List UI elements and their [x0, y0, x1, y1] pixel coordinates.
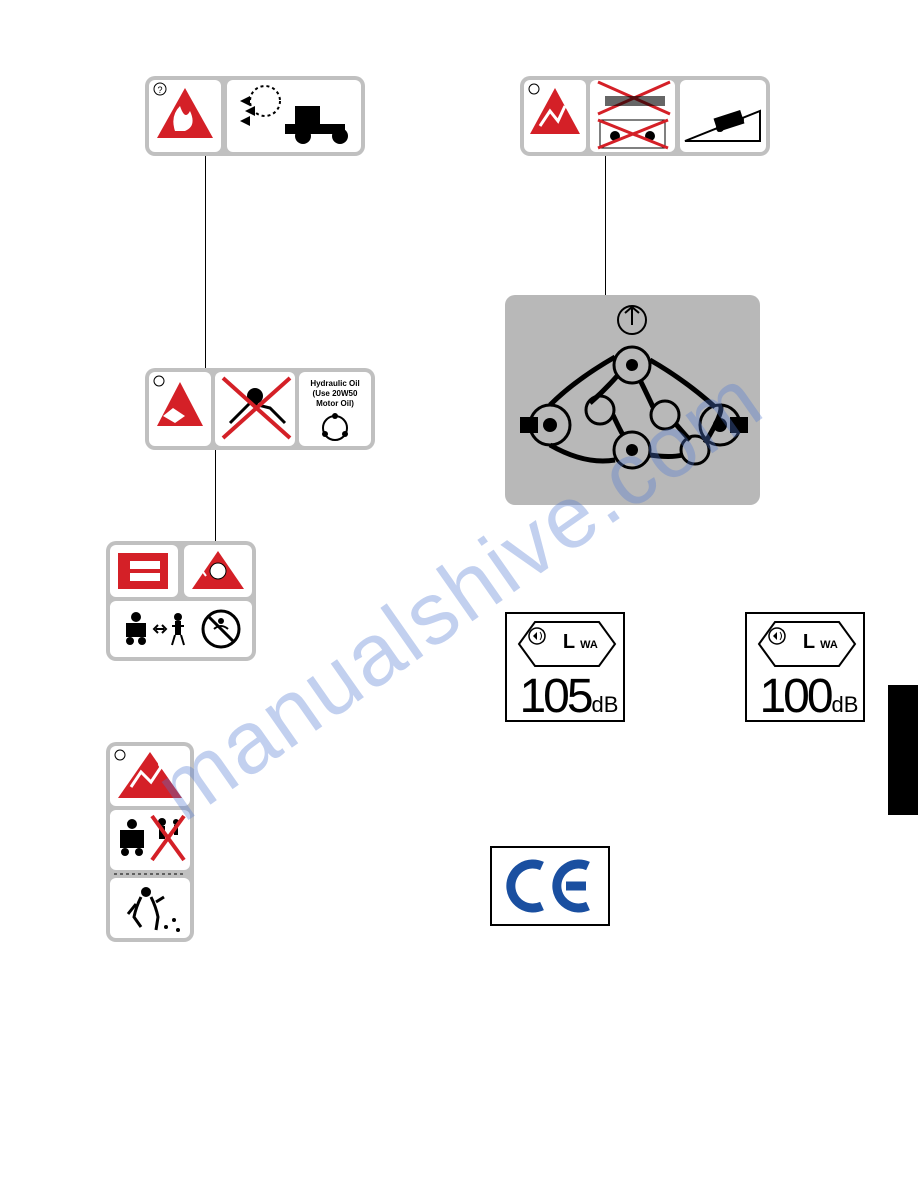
hydraulic-text-2: (Use 20W50: [313, 389, 358, 398]
lwa-L-1: L: [563, 631, 575, 653]
thrown-object-svg: [106, 541, 256, 661]
lwa-wa-1: WA: [580, 639, 598, 651]
ce-mark-label: [490, 846, 610, 926]
slope-hazard-label: [520, 76, 770, 156]
lwa-L-2: L: [803, 631, 815, 653]
hydraulic-connector-line: [215, 450, 216, 541]
hydraulic-oil-svg: Hydraulic Oil (Use 20W50 Motor Oil): [145, 368, 375, 450]
fire-hazard-svg: ?: [145, 76, 365, 156]
hydraulic-oil-label: Hydraulic Oil (Use 20W50 Motor Oil): [145, 368, 375, 450]
noise-unit-100: dB: [832, 692, 859, 717]
vertical-safety-svg: [106, 742, 194, 942]
noise-100-svg: L WA 100 dB: [747, 614, 867, 724]
thrown-object-label: [106, 541, 256, 661]
belt-routing-svg: [505, 295, 760, 505]
noise-unit-105: dB: [592, 692, 619, 717]
hydraulic-text-1: Hydraulic Oil: [310, 379, 359, 388]
noise-100-label: L WA 100 dB: [745, 612, 865, 722]
side-tab: [888, 685, 918, 815]
fire-connector-line: [205, 156, 206, 368]
hydraulic-text-3: Motor Oil): [316, 399, 354, 408]
manual-icon: ?: [157, 85, 162, 95]
slope-hazard-svg: [520, 76, 770, 156]
noise-value-105: 105: [519, 670, 591, 723]
lwa-wa-2: WA: [820, 639, 838, 651]
fire-hazard-label: ?: [145, 76, 365, 156]
noise-105-svg: L WA 105 dB: [507, 614, 627, 724]
belt-routing-label: [505, 295, 760, 505]
noise-value-100: 100: [759, 670, 831, 723]
slope-connector-line: [605, 156, 606, 295]
vertical-safety-label: [106, 742, 194, 942]
ce-mark-svg: [500, 856, 600, 916]
noise-105-label: L WA 105 dB: [505, 612, 625, 722]
